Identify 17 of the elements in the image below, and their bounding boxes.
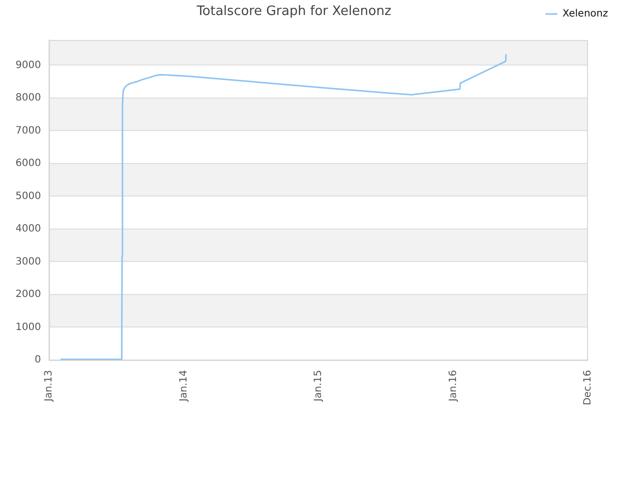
y-tick-label: 2000 [16,289,41,300]
x-tick-label: Jan.15 [313,370,324,402]
y-tick-label: 4000 [16,224,41,235]
y-tick-label: 5000 [16,190,41,202]
chart-title: Totalscore Graph for Xelenonz [196,4,392,20]
y-tick-label: 8000 [16,92,41,104]
x-tick-label: Jan.16 [448,370,459,402]
legend-label: Xelenonz [562,8,608,20]
y-tick-label: 7000 [16,125,41,136]
x-tick-label: Dec.16 [582,370,594,406]
y-tick-label: 3000 [16,256,41,268]
y-tick-label: 0 [34,354,41,366]
y-tick-label: 1000 [16,322,41,333]
x-tick-label: Jan.13 [44,370,55,402]
y-tick-label: 6000 [16,158,41,170]
x-tick-label: Jan.14 [178,370,190,402]
y-tick-label: 9000 [16,60,41,71]
